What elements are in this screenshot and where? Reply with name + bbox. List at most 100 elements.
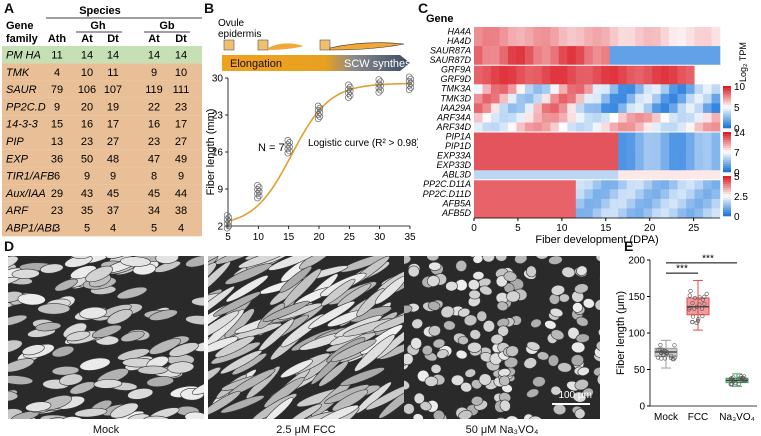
heatmap-cell xyxy=(541,46,551,56)
legend-swatch xyxy=(723,104,731,108)
heatmap-cell xyxy=(711,27,721,37)
fiber-cell xyxy=(436,349,449,359)
fiber-cell xyxy=(469,329,481,340)
heatmap-cell xyxy=(499,189,509,200)
fiber-cell xyxy=(8,314,28,327)
heatmap-cell xyxy=(533,55,543,66)
heatmap-cell xyxy=(550,84,560,95)
heatmap-cell xyxy=(499,170,509,181)
heatmap-cell xyxy=(558,55,568,66)
heatmap-cell xyxy=(524,151,534,161)
heatmap-cell xyxy=(652,74,661,85)
heatmap-cell xyxy=(669,170,678,181)
heatmap-cell xyxy=(575,160,585,171)
heatmap-cell xyxy=(507,112,517,123)
heatmap-cell xyxy=(669,84,678,95)
fiber-cell xyxy=(237,256,290,269)
heatmap-cell xyxy=(490,93,500,104)
heatmap-cell xyxy=(499,122,509,133)
heatmap-cell xyxy=(482,132,492,142)
heatmap-cell xyxy=(626,112,636,123)
table-cell: 14 xyxy=(81,50,93,62)
heatmap-cell xyxy=(677,198,687,209)
table-row-name: SAUR xyxy=(6,84,37,96)
fiber-cell xyxy=(530,318,542,328)
heatmap-cell xyxy=(482,179,492,190)
box-point xyxy=(664,351,670,356)
heatmap-cell xyxy=(609,55,619,66)
heatmap-cell xyxy=(601,151,611,161)
fiber-cell xyxy=(208,262,217,290)
data-point xyxy=(345,85,352,93)
fiber-cell xyxy=(455,349,468,360)
fiber-cell xyxy=(432,338,446,349)
heatmap-cell xyxy=(482,160,492,171)
heatmap-cell xyxy=(558,132,568,142)
heatmap-cell xyxy=(635,93,644,104)
fiber-cell xyxy=(149,309,178,321)
heatmap-cell xyxy=(660,179,670,190)
heatmap-cell xyxy=(567,46,577,56)
legend-tick: 0 xyxy=(734,168,740,179)
heatmap-cell xyxy=(694,189,704,200)
ath-header: Ath xyxy=(48,33,67,45)
legend-swatch xyxy=(723,113,731,116)
legend-swatch xyxy=(723,102,731,106)
heatmap-cell xyxy=(490,189,500,200)
heatmap-cell xyxy=(618,179,627,190)
gene-header-1: Gene xyxy=(6,20,34,32)
fiber-cell xyxy=(495,256,508,262)
heatmap-cell xyxy=(703,132,712,142)
legend-swatch xyxy=(723,134,731,137)
heatmap-cell xyxy=(703,27,712,37)
gene-label: GRF9A xyxy=(441,65,471,75)
heatmap-cell xyxy=(550,93,560,104)
data-point xyxy=(223,212,231,219)
legend-swatch xyxy=(723,86,731,89)
heatmap-cell xyxy=(601,55,611,66)
heatmap-cell xyxy=(643,103,653,114)
fiber-cell xyxy=(471,379,483,390)
fiber-cell xyxy=(421,345,433,356)
fiber-cell xyxy=(93,379,123,389)
fiber-cell xyxy=(576,265,588,276)
y-axis-label: Fiber length (mm) xyxy=(205,109,217,196)
heatmap-cell xyxy=(601,170,611,181)
heatmap-cell xyxy=(686,122,695,133)
table-row-bg xyxy=(2,80,202,98)
heatmap-cell xyxy=(686,208,695,219)
fiber-cell xyxy=(498,375,511,387)
fiber-cell xyxy=(561,266,576,278)
box-category: Na₃VO₄ xyxy=(719,412,754,423)
heatmap-cell xyxy=(592,151,602,161)
fiber-cell xyxy=(427,301,441,311)
heatmap-cell xyxy=(584,198,594,209)
table-row-bg xyxy=(2,167,202,185)
heatmap-cell xyxy=(516,46,526,56)
heatmap-cell xyxy=(694,151,704,161)
table-cell: 3 xyxy=(54,223,60,235)
fiber-cell xyxy=(120,330,145,342)
table-row-name: PP2C.D xyxy=(6,101,46,113)
heatmap-cell xyxy=(643,93,653,104)
heatmap-cell xyxy=(499,208,509,219)
data-point xyxy=(223,216,231,224)
heatmap-cell xyxy=(669,74,678,85)
legend-tick: 7 xyxy=(734,148,740,159)
heatmap-cell xyxy=(669,93,678,104)
fiber-cell xyxy=(17,293,46,306)
heatmap-cell xyxy=(635,198,644,209)
data-point xyxy=(284,145,292,153)
heatmap-cell xyxy=(558,93,568,104)
heatmap-cell xyxy=(482,189,492,200)
fiber-cell xyxy=(208,336,239,354)
fiber-cell xyxy=(308,300,356,329)
heatmap-cell xyxy=(686,36,695,47)
heatmap-cell xyxy=(601,27,611,37)
heatmap-cell xyxy=(490,151,500,161)
heatmap-cell xyxy=(601,93,611,104)
fiber-cell xyxy=(494,417,508,419)
table-cell: 35 xyxy=(81,205,93,217)
heatmap-cell xyxy=(660,170,670,181)
heatmap-cell xyxy=(575,36,585,47)
